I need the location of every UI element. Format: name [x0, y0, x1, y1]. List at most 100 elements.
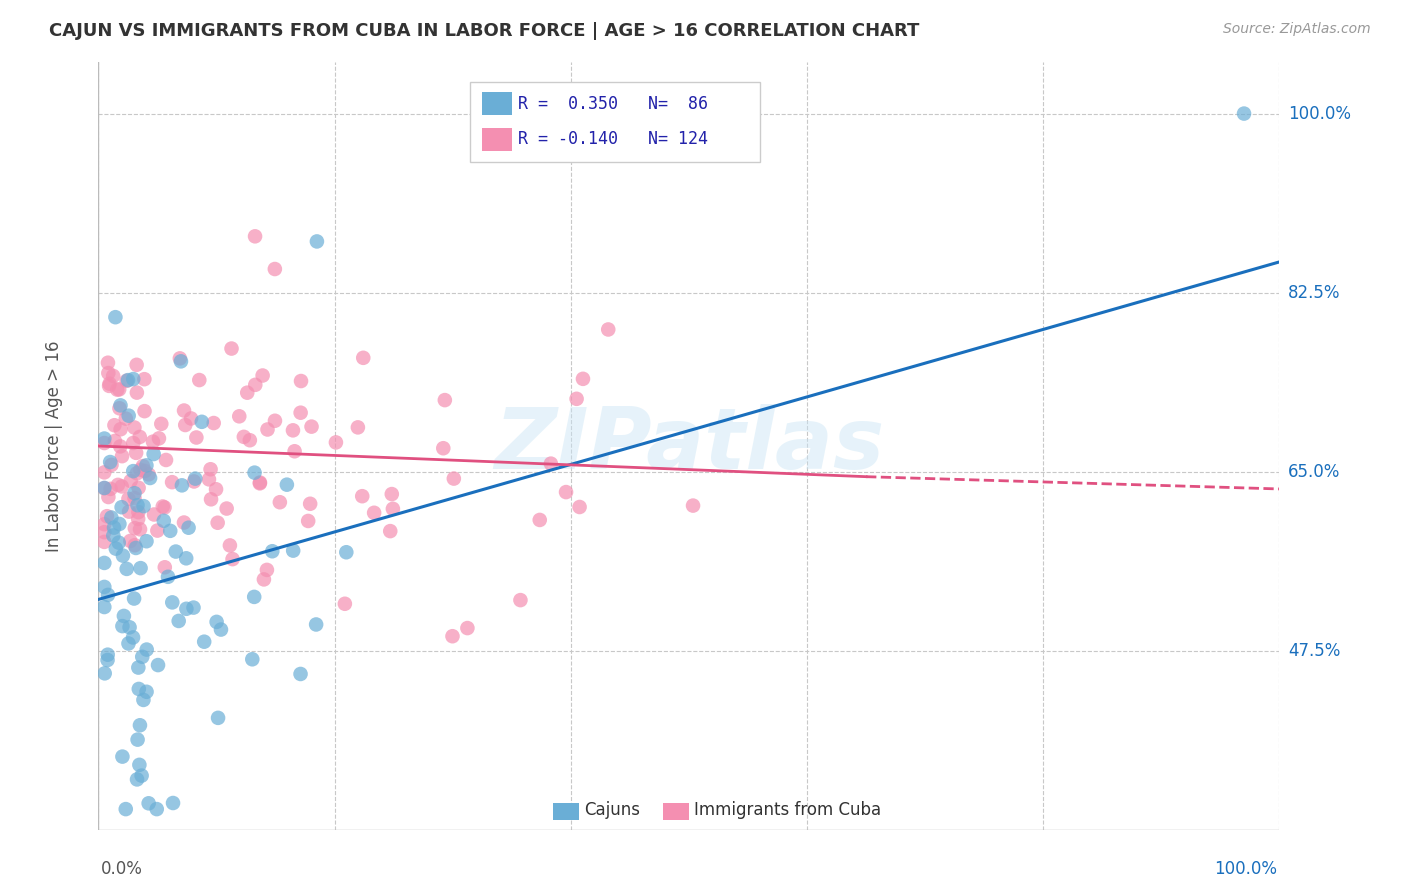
Immigrants from Cuba — [221, 342, 243, 356]
Immigrants from Cuba — [256, 422, 278, 436]
Cajuns — [111, 500, 134, 515]
Cajuns — [93, 481, 115, 495]
Immigrants from Cuba — [243, 229, 266, 244]
Immigrants from Cuba — [120, 533, 142, 548]
Immigrants from Cuba — [160, 475, 183, 490]
Immigrants from Cuba — [125, 358, 148, 372]
Cajuns — [93, 666, 115, 681]
Immigrants from Cuba — [105, 383, 128, 397]
Immigrants from Cuba — [264, 414, 287, 428]
Immigrants from Cuba — [110, 422, 132, 436]
Immigrants from Cuba — [200, 492, 222, 507]
Cajuns — [93, 580, 115, 594]
Immigrants from Cuba — [114, 411, 136, 425]
Cajuns — [111, 749, 134, 764]
Cajuns — [176, 601, 198, 615]
Cajuns — [146, 658, 169, 673]
Immigrants from Cuba — [299, 497, 322, 511]
Immigrants from Cuba — [124, 491, 146, 505]
Immigrants from Cuba — [169, 351, 191, 366]
Bar — [664, 803, 689, 820]
Immigrants from Cuba — [117, 491, 139, 506]
Cajuns — [170, 478, 193, 492]
Immigrants from Cuba — [186, 430, 208, 444]
Immigrants from Cuba — [125, 467, 148, 481]
Cajuns — [122, 591, 145, 606]
Cajuns — [115, 562, 138, 576]
Cajuns — [170, 354, 193, 368]
Cajuns — [184, 472, 207, 486]
Cajuns — [114, 802, 136, 816]
Text: CAJUN VS IMMIGRANTS FROM CUBA IN LABOR FORCE | AGE > 16 CORRELATION CHART: CAJUN VS IMMIGRANTS FROM CUBA IN LABOR F… — [49, 22, 920, 40]
Cajuns — [93, 432, 115, 446]
Text: Cajuns: Cajuns — [583, 801, 640, 820]
Immigrants from Cuba — [180, 411, 202, 425]
Cajuns — [122, 464, 145, 478]
Immigrants from Cuba — [128, 430, 150, 444]
Cajuns — [305, 617, 328, 632]
Cajuns — [100, 510, 122, 524]
Immigrants from Cuba — [352, 489, 374, 503]
Immigrants from Cuba — [301, 419, 323, 434]
Cajuns — [135, 534, 157, 549]
Cajuns — [191, 415, 214, 429]
Text: ZIPatlas: ZIPatlas — [494, 404, 884, 488]
Immigrants from Cuba — [433, 393, 456, 408]
Immigrants from Cuba — [124, 521, 146, 535]
Text: 0.0%: 0.0% — [101, 860, 143, 878]
Immigrants from Cuba — [682, 499, 704, 513]
Cajuns — [207, 711, 229, 725]
Immigrants from Cuba — [128, 481, 150, 495]
Immigrants from Cuba — [146, 524, 169, 538]
Immigrants from Cuba — [441, 629, 464, 643]
Immigrants from Cuba — [221, 552, 243, 566]
Immigrants from Cuba — [96, 509, 118, 524]
Immigrants from Cuba — [173, 516, 195, 530]
Cajuns — [125, 541, 148, 555]
Text: R = -0.140   N= 124: R = -0.140 N= 124 — [517, 130, 707, 148]
Immigrants from Cuba — [120, 474, 142, 488]
Immigrants from Cuba — [111, 449, 134, 463]
Immigrants from Cuba — [290, 374, 312, 388]
Cajuns — [209, 623, 232, 637]
Immigrants from Cuba — [98, 379, 121, 393]
Immigrants from Cuba — [174, 417, 197, 432]
Immigrants from Cuba — [249, 476, 271, 491]
Cajuns — [127, 732, 149, 747]
Text: 100.0%: 100.0% — [1213, 860, 1277, 878]
Immigrants from Cuba — [456, 621, 478, 635]
Immigrants from Cuba — [183, 475, 205, 489]
Immigrants from Cuba — [124, 538, 146, 552]
Cajuns — [135, 685, 157, 699]
Cajuns — [97, 648, 120, 662]
Immigrants from Cuba — [101, 368, 124, 383]
Immigrants from Cuba — [100, 482, 122, 496]
Immigrants from Cuba — [127, 512, 149, 526]
Cajuns — [142, 447, 165, 461]
Cajuns — [118, 409, 141, 423]
Immigrants from Cuba — [363, 506, 385, 520]
Immigrants from Cuba — [202, 416, 225, 430]
Cajuns — [165, 544, 187, 558]
Immigrants from Cuba — [236, 385, 259, 400]
Immigrants from Cuba — [97, 366, 120, 380]
Immigrants from Cuba — [347, 420, 370, 434]
Cajuns — [135, 642, 157, 657]
Cajuns — [128, 681, 150, 696]
Cajuns — [131, 649, 153, 664]
FancyBboxPatch shape — [471, 81, 759, 162]
Cajuns — [129, 718, 152, 732]
Bar — [482, 128, 512, 151]
Cajuns — [132, 499, 155, 513]
Text: Immigrants from Cuba: Immigrants from Cuba — [693, 801, 880, 820]
Cajuns — [135, 458, 157, 473]
Immigrants from Cuba — [228, 409, 250, 424]
Cajuns — [177, 521, 200, 535]
Cajuns — [243, 590, 266, 604]
Immigrants from Cuba — [124, 420, 146, 434]
Immigrants from Cuba — [269, 495, 291, 509]
Cajuns — [118, 620, 141, 634]
Cajuns — [290, 667, 312, 681]
Cajuns — [122, 631, 145, 645]
Immigrants from Cuba — [125, 385, 148, 400]
